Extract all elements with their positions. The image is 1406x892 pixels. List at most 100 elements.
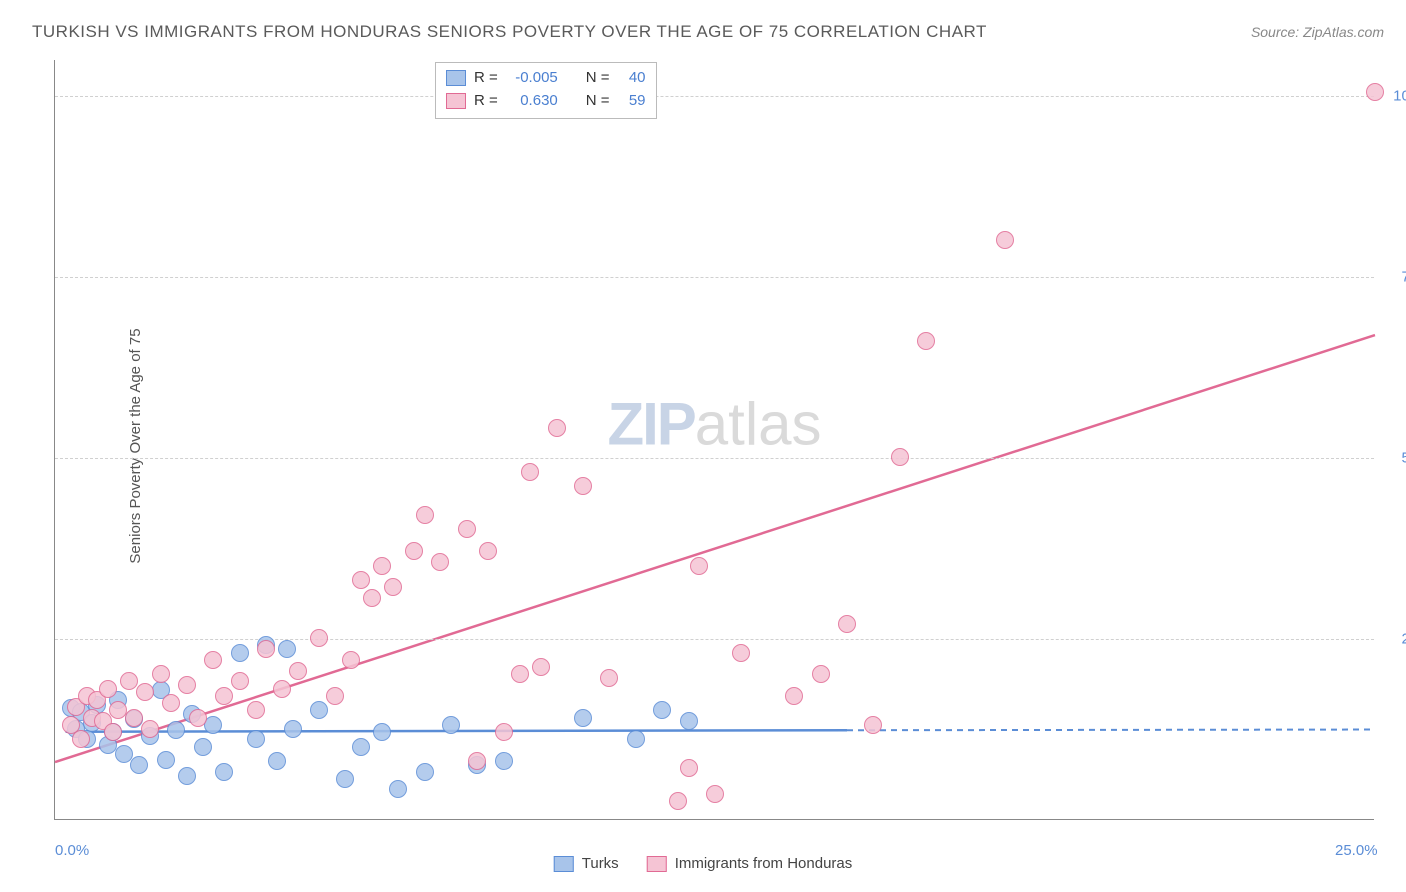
- data-point: [600, 669, 618, 687]
- series-swatch-1: [647, 856, 667, 872]
- data-point: [864, 716, 882, 734]
- data-point: [373, 723, 391, 741]
- data-point: [495, 752, 513, 770]
- data-point: [996, 231, 1014, 249]
- legend-swatch-0: [446, 70, 466, 86]
- data-point: [326, 687, 344, 705]
- data-point: [104, 723, 122, 741]
- data-point: [669, 792, 687, 810]
- data-point: [120, 672, 138, 690]
- data-point: [284, 720, 302, 738]
- grid-line: [55, 458, 1374, 459]
- data-point: [384, 578, 402, 596]
- series-label-0: Turks: [582, 855, 619, 872]
- watermark: ZIPatlas: [607, 390, 821, 459]
- data-point: [548, 419, 566, 437]
- data-point: [72, 730, 90, 748]
- series-swatch-0: [554, 856, 574, 872]
- data-point: [247, 730, 265, 748]
- legend-r-label-0: R =: [474, 67, 498, 90]
- x-tick-label: 0.0%: [55, 842, 89, 859]
- legend-row-0: R = -0.005 N = 40: [446, 67, 646, 90]
- data-point: [468, 752, 486, 770]
- data-point: [194, 738, 212, 756]
- y-tick-label: 50.0%: [1384, 450, 1406, 467]
- data-point: [178, 676, 196, 694]
- data-point: [785, 687, 803, 705]
- data-point: [532, 658, 550, 676]
- data-point: [690, 557, 708, 575]
- data-point: [442, 716, 460, 734]
- data-point: [405, 542, 423, 560]
- data-point: [231, 644, 249, 662]
- data-point: [342, 651, 360, 669]
- grid-line: [55, 96, 1374, 97]
- data-point: [167, 721, 185, 739]
- data-point: [706, 785, 724, 803]
- x-tick-label: 25.0%: [1335, 842, 1378, 859]
- data-point: [289, 662, 307, 680]
- chart-title: TURKISH VS IMMIGRANTS FROM HONDURAS SENI…: [32, 22, 987, 42]
- data-point: [189, 709, 207, 727]
- grid-line: [55, 277, 1374, 278]
- data-point: [141, 720, 159, 738]
- data-point: [152, 665, 170, 683]
- data-point: [416, 506, 434, 524]
- plot-area: ZIPatlas 25.0%50.0%75.0%100.0%0.0%25.0%: [54, 60, 1374, 820]
- data-point: [231, 672, 249, 690]
- data-point: [215, 687, 233, 705]
- data-point: [479, 542, 497, 560]
- correlation-legend: R = -0.005 N = 40 R = 0.630 N = 59: [435, 62, 657, 119]
- data-point: [917, 332, 935, 350]
- data-point: [115, 745, 133, 763]
- data-point: [336, 770, 354, 788]
- data-point: [458, 520, 476, 538]
- legend-n-label-0: N =: [586, 67, 610, 90]
- legend-n-value-0: 40: [618, 67, 646, 90]
- legend-n-value-1: 59: [618, 90, 646, 113]
- watermark-zip: ZIP: [607, 391, 694, 458]
- data-point: [627, 730, 645, 748]
- data-point: [125, 709, 143, 727]
- legend-r-value-0: -0.005: [506, 67, 558, 90]
- data-point: [1366, 83, 1384, 101]
- legend-row-1: R = 0.630 N = 59: [446, 90, 646, 113]
- grid-line: [55, 639, 1374, 640]
- y-tick-label: 25.0%: [1384, 631, 1406, 648]
- data-point: [363, 589, 381, 607]
- data-point: [732, 644, 750, 662]
- data-point: [389, 780, 407, 798]
- data-point: [373, 557, 391, 575]
- data-point: [273, 680, 291, 698]
- data-point: [574, 477, 592, 495]
- data-point: [310, 701, 328, 719]
- data-point: [278, 640, 296, 658]
- data-point: [215, 763, 233, 781]
- series-label-1: Immigrants from Honduras: [675, 855, 853, 872]
- data-point: [521, 463, 539, 481]
- data-point: [653, 701, 671, 719]
- data-point: [680, 712, 698, 730]
- data-point: [891, 448, 909, 466]
- y-tick-label: 75.0%: [1384, 269, 1406, 286]
- data-point: [511, 665, 529, 683]
- data-point: [812, 665, 830, 683]
- data-point: [680, 759, 698, 777]
- data-point: [431, 553, 449, 571]
- y-tick-label: 100.0%: [1384, 88, 1406, 105]
- legend-swatch-1: [446, 93, 466, 109]
- data-point: [574, 709, 592, 727]
- data-point: [130, 756, 148, 774]
- data-point: [352, 571, 370, 589]
- data-point: [136, 683, 154, 701]
- data-point: [178, 767, 196, 785]
- data-point: [310, 629, 328, 647]
- data-point: [495, 723, 513, 741]
- data-point: [416, 763, 434, 781]
- series-legend: Turks Immigrants from Honduras: [554, 855, 853, 872]
- watermark-atlas: atlas: [695, 391, 822, 458]
- data-point: [204, 651, 222, 669]
- series-legend-item-0: Turks: [554, 855, 619, 872]
- data-point: [268, 752, 286, 770]
- data-point: [257, 640, 275, 658]
